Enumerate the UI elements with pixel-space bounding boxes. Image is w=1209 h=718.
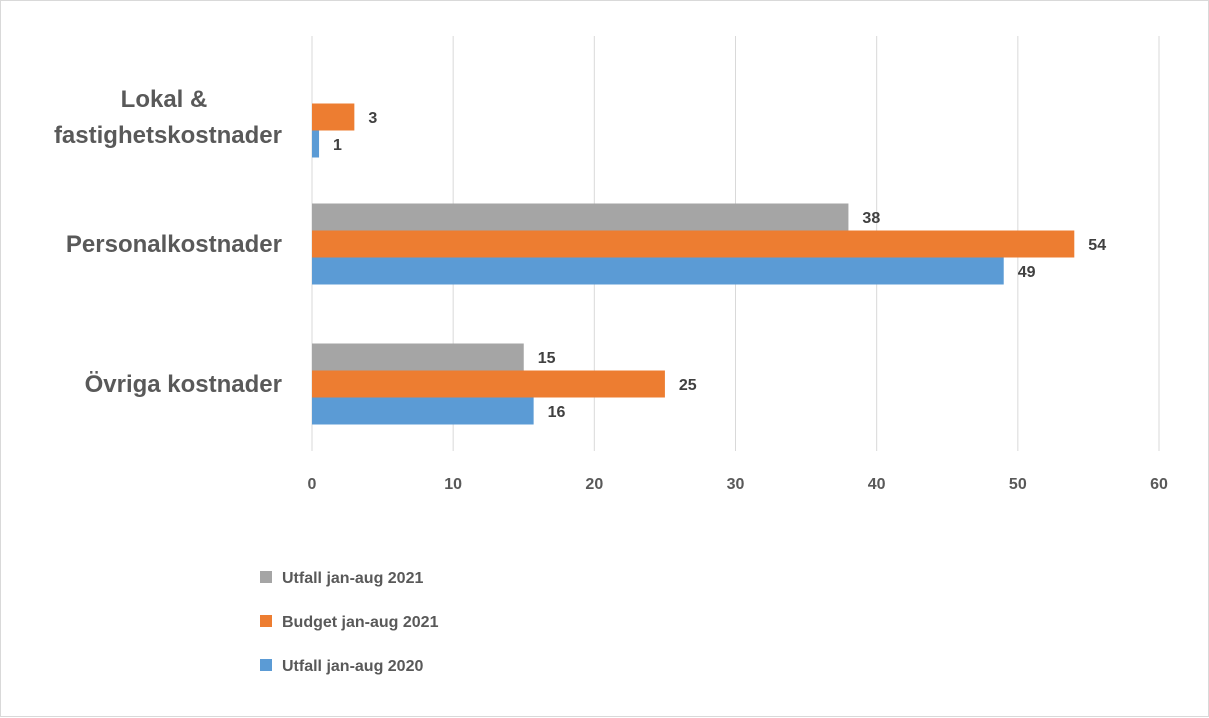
category-labels: Lokal & fastighetskostnader Personalkostna…: [54, 86, 282, 398]
data-label-0-1: 3: [368, 110, 377, 127]
legend-label-0: Utfall jan-aug 2021: [282, 570, 423, 587]
category-label-1: Personalkostnader: [66, 231, 282, 258]
data-label-2-1: 25: [679, 377, 697, 394]
x-tick-label-30: 30: [727, 476, 745, 493]
legend-swatch-0: [260, 571, 272, 583]
x-tick-label-0: 0: [308, 476, 317, 493]
category-label-2: Övriga kostnader: [85, 371, 282, 398]
bar-2-1: [312, 370, 665, 398]
data-label-1-0: 38: [862, 210, 880, 227]
x-axis-ticks: 0 10 20 30 40 50 60: [308, 476, 1168, 493]
x-tick-label-10: 10: [444, 476, 462, 493]
x-tick-label-40: 40: [868, 476, 886, 493]
legend: Utfall jan-aug 2021 Budget jan-aug 2021 Ut…: [260, 570, 439, 675]
bar-1-1: [312, 230, 1075, 258]
bar-2-0: [312, 343, 524, 371]
data-label-1-1: 54: [1088, 237, 1106, 254]
bars: 3 1 38 54 49 15 25 16: [312, 103, 1106, 425]
legend-swatch-2: [260, 659, 272, 671]
legend-swatch-1: [260, 615, 272, 627]
data-label-2-2: 16: [548, 404, 566, 421]
category-label-0: Lokal & fastighetskostnader: [54, 86, 282, 149]
legend-label-2: Utfall jan-aug 2020: [282, 658, 423, 675]
bar-0-2: [312, 130, 320, 158]
data-label-1-2: 49: [1018, 264, 1036, 281]
x-tick-label-60: 60: [1150, 476, 1168, 493]
bar-1-0: [312, 203, 849, 231]
legend-label-1: Budget jan-aug 2021: [282, 614, 439, 631]
bar-1-2: [312, 257, 1004, 285]
x-tick-label-50: 50: [1009, 476, 1027, 493]
bar-0-1: [312, 103, 355, 131]
data-label-0-2: 1: [333, 137, 342, 154]
data-label-2-0: 15: [538, 350, 556, 367]
bar-2-2: [312, 397, 534, 425]
x-tick-label-20: 20: [585, 476, 603, 493]
